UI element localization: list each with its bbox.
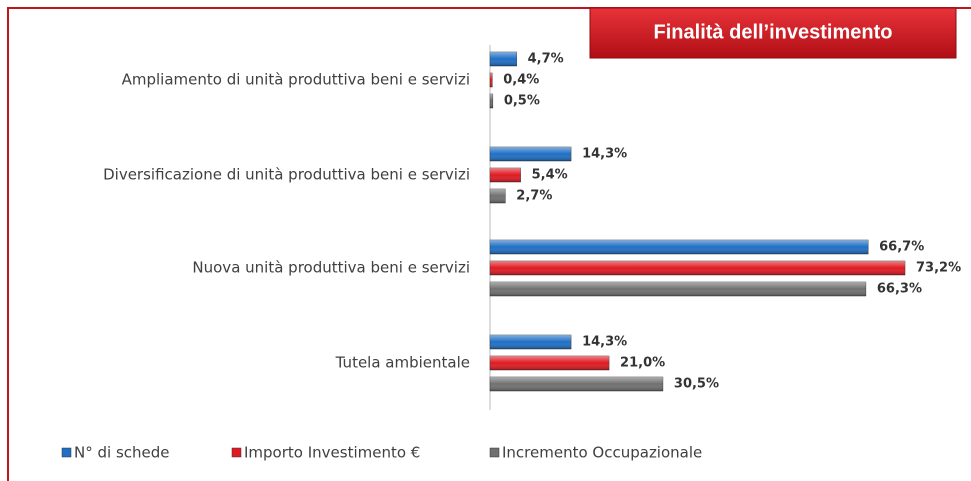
bar-shade — [490, 356, 610, 370]
bar-shade — [490, 52, 517, 66]
value-label: 4,7% — [528, 52, 564, 67]
value-label: 66,7% — [879, 240, 924, 255]
value-label: 21,0% — [620, 356, 665, 371]
value-label: 66,3% — [877, 282, 922, 297]
category-label: Tutela ambientale — [335, 354, 470, 372]
title-box — [589, 7, 957, 59]
legend-label: N° di schede — [74, 444, 170, 462]
bar-shade — [490, 94, 493, 108]
bar-shade — [490, 240, 869, 254]
bar-shade — [490, 261, 905, 275]
legend-swatch — [489, 447, 500, 458]
value-label: 14,3% — [582, 147, 627, 162]
value-label: 0,5% — [504, 94, 540, 109]
bar-shade — [490, 335, 572, 349]
bar-shade — [490, 168, 521, 182]
value-label: 5,4% — [532, 168, 568, 183]
value-label: 30,5% — [674, 377, 719, 392]
value-label: 14,3% — [582, 335, 627, 350]
chart-title: Finalità dell’investimento — [654, 21, 893, 43]
category-label: Diversificazione di unità produttiva ben… — [103, 166, 470, 184]
value-label: 73,2% — [916, 261, 961, 276]
frame — [7, 7, 971, 481]
value-label: 0,4% — [503, 73, 539, 88]
bar-shade — [490, 282, 866, 296]
legend-swatch — [61, 447, 72, 458]
category-label: Ampliamento di unità produttiva beni e s… — [122, 71, 470, 89]
bar-shade — [490, 147, 572, 161]
category-label: Nuova unità produttiva beni e servizi — [192, 259, 470, 277]
legend-label: Importo Investimento € — [244, 444, 420, 462]
bar-shade — [490, 189, 506, 203]
bar-shade — [490, 377, 663, 391]
legend-swatch — [231, 447, 242, 458]
bar-shade — [490, 73, 493, 87]
legend-label: Incremento Occupazionale — [502, 444, 702, 462]
value-label: 2,7% — [516, 189, 552, 204]
